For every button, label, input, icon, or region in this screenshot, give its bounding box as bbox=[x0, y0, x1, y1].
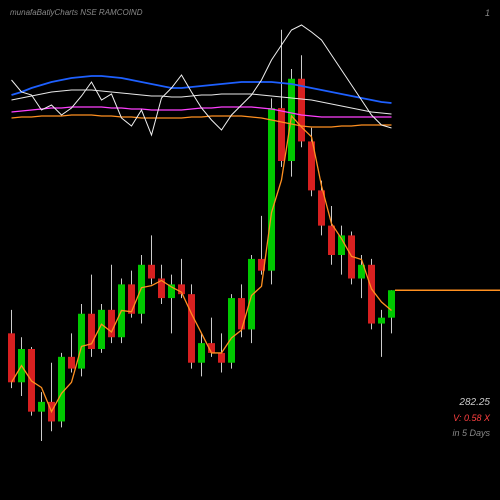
price-info-box: 282.25 V: 0.58 X in 5 Days bbox=[452, 395, 490, 440]
current-price-label: 282.25 bbox=[452, 395, 490, 411]
candlestick-chart bbox=[0, 0, 500, 500]
days-label: in 5 Days bbox=[452, 426, 490, 440]
volume-label: V: 0.58 X bbox=[452, 411, 490, 425]
